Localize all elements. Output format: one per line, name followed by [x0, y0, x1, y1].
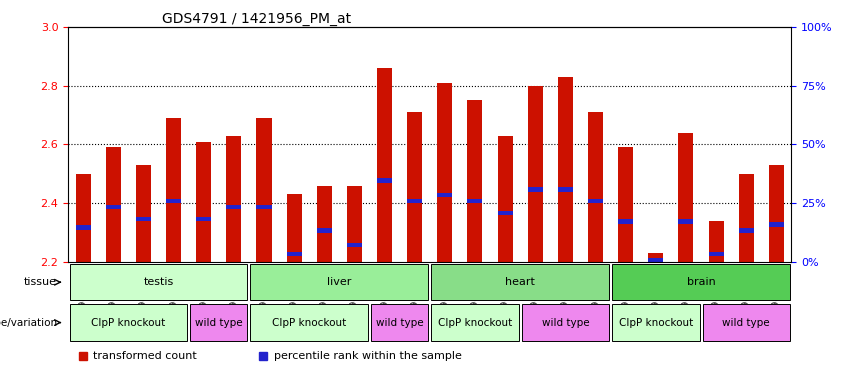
Bar: [407, 199, 422, 203]
Text: transformed count: transformed count: [94, 351, 197, 361]
Bar: [618, 147, 633, 262]
Bar: [197, 142, 211, 262]
Bar: [588, 112, 603, 262]
Bar: [377, 68, 392, 262]
Bar: [106, 205, 121, 209]
FancyBboxPatch shape: [703, 305, 790, 341]
Bar: [709, 221, 723, 262]
FancyBboxPatch shape: [612, 305, 700, 341]
FancyBboxPatch shape: [612, 264, 790, 300]
Bar: [287, 252, 301, 256]
Bar: [467, 100, 483, 262]
Text: ClpP knockout: ClpP knockout: [272, 318, 346, 328]
Bar: [739, 228, 754, 233]
Text: wild type: wild type: [722, 318, 770, 328]
Bar: [678, 219, 694, 224]
Bar: [648, 253, 663, 262]
Bar: [226, 205, 242, 209]
Text: ClpP knockout: ClpP knockout: [91, 318, 165, 328]
Text: heart: heart: [505, 277, 535, 287]
Bar: [588, 199, 603, 203]
Bar: [739, 174, 754, 262]
Bar: [226, 136, 242, 262]
Bar: [166, 199, 181, 203]
FancyBboxPatch shape: [250, 305, 368, 341]
Bar: [768, 165, 784, 262]
Bar: [528, 86, 543, 262]
Bar: [618, 219, 633, 224]
Bar: [437, 193, 453, 197]
Text: ClpP knockout: ClpP knockout: [437, 318, 512, 328]
FancyBboxPatch shape: [250, 264, 428, 300]
Bar: [377, 178, 392, 183]
Bar: [317, 228, 332, 233]
Text: percentile rank within the sample: percentile rank within the sample: [274, 351, 462, 361]
Text: wild type: wild type: [376, 318, 424, 328]
Text: testis: testis: [143, 277, 174, 287]
Bar: [317, 185, 332, 262]
Bar: [467, 199, 483, 203]
Bar: [528, 187, 543, 192]
Bar: [678, 133, 694, 262]
Bar: [498, 211, 512, 215]
Text: ClpP knockout: ClpP knockout: [619, 318, 693, 328]
FancyBboxPatch shape: [431, 305, 518, 341]
Bar: [407, 112, 422, 262]
Bar: [437, 83, 453, 262]
FancyBboxPatch shape: [70, 305, 187, 341]
Bar: [287, 194, 301, 262]
FancyBboxPatch shape: [70, 264, 248, 300]
Text: wild type: wild type: [541, 318, 589, 328]
Bar: [136, 217, 151, 221]
Bar: [709, 252, 723, 256]
Bar: [347, 185, 362, 262]
Bar: [197, 217, 211, 221]
FancyBboxPatch shape: [190, 305, 248, 341]
Bar: [498, 136, 512, 262]
Text: wild type: wild type: [195, 318, 243, 328]
Bar: [347, 243, 362, 247]
Bar: [106, 147, 121, 262]
Bar: [768, 222, 784, 227]
Bar: [256, 118, 271, 262]
Bar: [256, 205, 271, 209]
Text: tissue: tissue: [24, 277, 57, 287]
Bar: [76, 225, 91, 230]
Bar: [76, 174, 91, 262]
Bar: [648, 258, 663, 262]
Text: GDS4791 / 1421956_PM_at: GDS4791 / 1421956_PM_at: [162, 12, 351, 26]
Text: liver: liver: [327, 277, 351, 287]
Bar: [558, 187, 573, 192]
Bar: [166, 118, 181, 262]
Text: genotype/variation: genotype/variation: [0, 318, 57, 328]
Bar: [558, 77, 573, 262]
FancyBboxPatch shape: [522, 305, 609, 341]
Text: brain: brain: [687, 277, 716, 287]
FancyBboxPatch shape: [431, 264, 609, 300]
Bar: [136, 165, 151, 262]
FancyBboxPatch shape: [371, 305, 428, 341]
